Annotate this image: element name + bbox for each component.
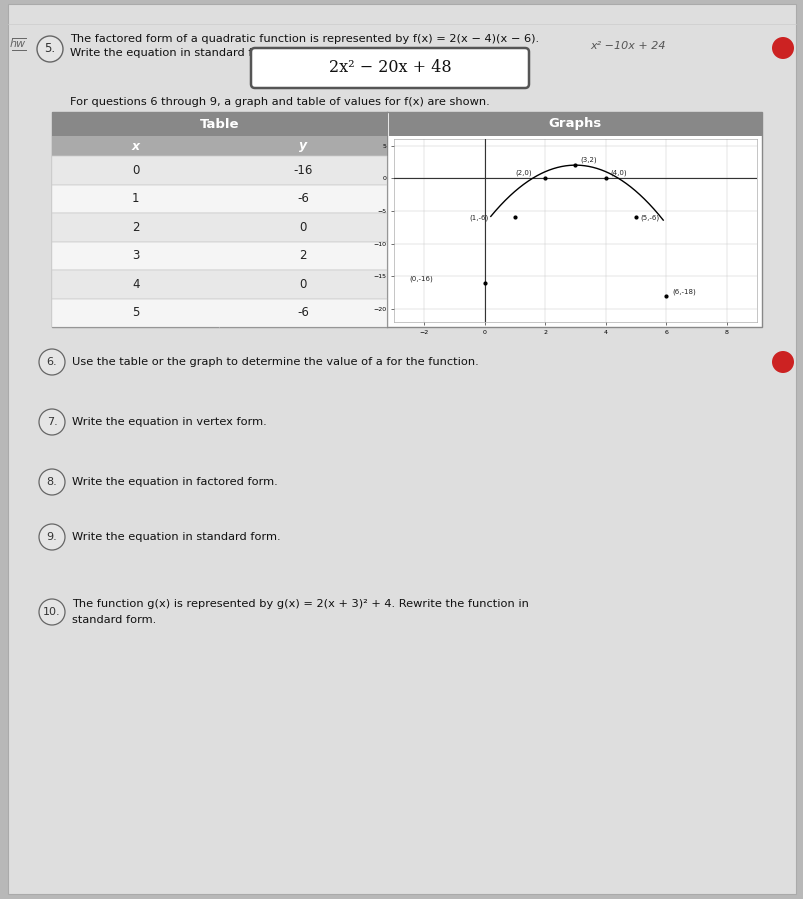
Text: 1: 1 [132, 192, 140, 205]
Text: Write the equation in standard form.: Write the equation in standard form. [70, 48, 279, 58]
FancyBboxPatch shape [251, 48, 528, 88]
Text: The function g(x) is represented by g(x) = 2(x + 3)² + 4. Rewrite the function i: The function g(x) is represented by g(x)… [72, 599, 528, 609]
Text: standard form.: standard form. [72, 615, 156, 625]
FancyBboxPatch shape [52, 270, 386, 298]
Text: 7.: 7. [47, 417, 57, 427]
Circle shape [39, 469, 65, 495]
Circle shape [771, 37, 793, 59]
Text: 5.: 5. [44, 42, 55, 56]
Text: Write the equation in factored form.: Write the equation in factored form. [72, 477, 277, 487]
Text: (5,-6): (5,-6) [640, 214, 658, 221]
Circle shape [39, 599, 65, 625]
Bar [52, 136, 386, 156]
FancyBboxPatch shape [52, 298, 386, 327]
Text: 4: 4 [132, 278, 140, 290]
Text: -6: -6 [297, 192, 309, 205]
Bar [389, 112, 761, 136]
Circle shape [37, 36, 63, 62]
Text: (2,0): (2,0) [515, 170, 531, 176]
Text: (1,-6): (1,-6) [469, 214, 488, 221]
Text: y: y [299, 139, 307, 153]
Bar [52, 112, 761, 327]
Text: 5: 5 [132, 307, 139, 319]
Text: 2: 2 [132, 221, 140, 234]
Text: Write the equation in vertex form.: Write the equation in vertex form. [72, 417, 267, 427]
Text: (6,-18): (6,-18) [671, 289, 695, 295]
Text: hw: hw [10, 39, 26, 49]
Text: 9.: 9. [47, 532, 57, 542]
Circle shape [39, 409, 65, 435]
Circle shape [39, 524, 65, 550]
Text: Graphs: Graphs [548, 118, 601, 130]
Text: x² −10x + 24: x² −10x + 24 [589, 41, 665, 51]
Text: (4,0): (4,0) [609, 170, 626, 176]
Text: 10.: 10. [43, 607, 61, 617]
Bar [52, 112, 386, 136]
Text: The factored form of a quadratic function is represented by f(x) = 2(x − 4)(x − : The factored form of a quadratic functio… [70, 34, 539, 44]
Text: 0: 0 [132, 164, 139, 177]
Text: (0,-16): (0,-16) [409, 275, 432, 281]
Text: 0: 0 [300, 278, 307, 290]
FancyBboxPatch shape [52, 213, 386, 242]
Circle shape [39, 349, 65, 375]
Text: 2x² − 20x + 48: 2x² − 20x + 48 [328, 59, 450, 76]
FancyBboxPatch shape [52, 242, 386, 270]
Text: Use the table or the graph to determine the value of a for the function.: Use the table or the graph to determine … [72, 357, 478, 367]
Text: (3,2): (3,2) [579, 156, 596, 164]
Text: -16: -16 [293, 164, 312, 177]
Text: Table: Table [199, 118, 239, 130]
Text: x: x [132, 139, 140, 153]
Text: 8.: 8. [47, 477, 57, 487]
FancyBboxPatch shape [52, 184, 386, 213]
Text: Write the equation in standard form.: Write the equation in standard form. [72, 532, 280, 542]
Circle shape [771, 351, 793, 373]
Text: -6: -6 [297, 307, 309, 319]
Text: 6.: 6. [47, 357, 57, 367]
Text: 0: 0 [300, 221, 307, 234]
Text: For questions 6 through 9, a graph and table of values for f(x) are shown.: For questions 6 through 9, a graph and t… [70, 97, 489, 107]
FancyBboxPatch shape [52, 156, 386, 184]
Text: 3: 3 [132, 249, 139, 263]
Text: 2: 2 [300, 249, 307, 263]
